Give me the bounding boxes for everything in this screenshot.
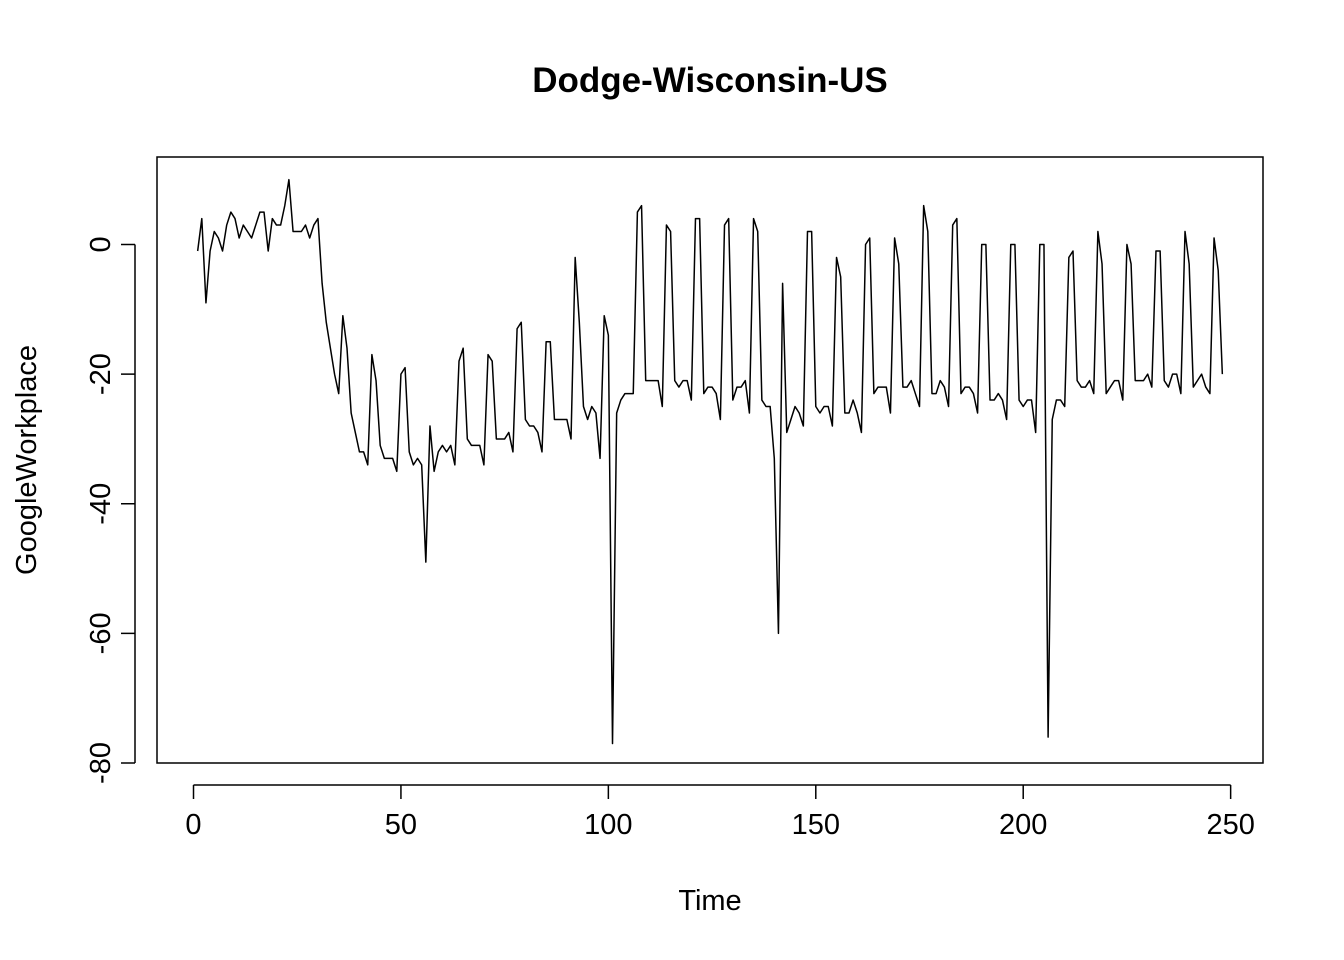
y-tick-label: -60 [85, 612, 117, 654]
chart-title: Dodge-Wisconsin-US [532, 61, 888, 100]
x-axis: 0 50 100 150 200 250 [185, 784, 1255, 841]
y-tick-label: 0 [85, 236, 117, 252]
y-tick-label: -80 [85, 742, 117, 784]
x-tick-label: 100 [584, 809, 632, 841]
y-tick-label: -40 [85, 483, 117, 525]
x-tick-label: 0 [185, 809, 201, 841]
x-tick-label: 200 [999, 809, 1047, 841]
y-axis: -80 -60 -40 -20 0 [85, 236, 136, 784]
x-tick-label: 250 [1206, 809, 1254, 841]
y-axis-label: GoogleWorkplace [11, 345, 43, 575]
series-line [196, 178, 1224, 745]
x-tick-label: 150 [792, 809, 840, 841]
x-tick-label: 50 [385, 809, 417, 841]
x-axis-label: Time [678, 885, 741, 917]
y-tick-label: -20 [85, 353, 117, 395]
plot-frame [156, 156, 1264, 764]
